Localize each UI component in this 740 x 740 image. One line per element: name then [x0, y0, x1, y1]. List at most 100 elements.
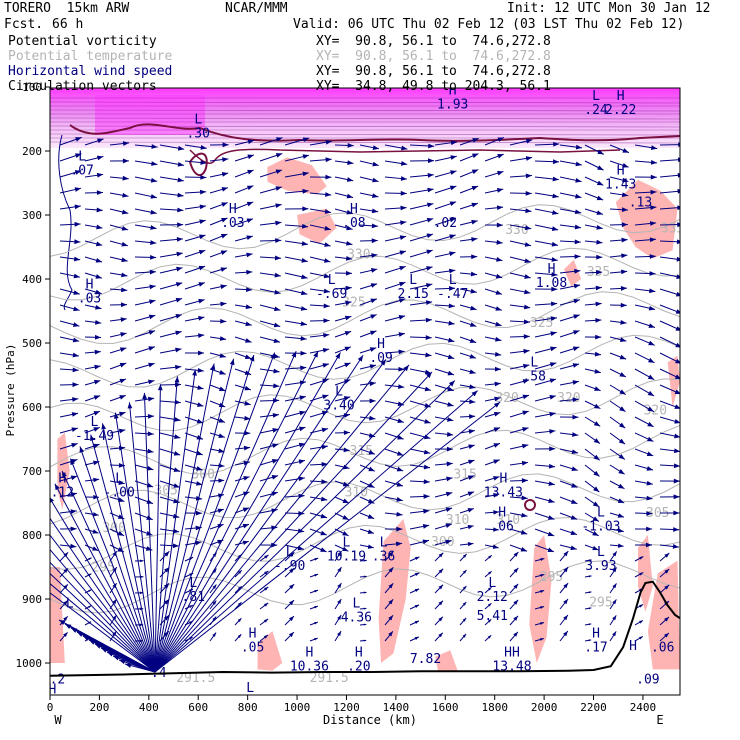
extremum-letter: H: [305, 646, 313, 661]
wind-vector: [284, 272, 308, 280]
wind-vector: [634, 572, 644, 578]
wind-vector: [154, 384, 163, 673]
wind-vector: [534, 224, 559, 231]
wind-vector: [559, 496, 578, 505]
wind-vector: [584, 144, 604, 155]
wind-vector: [359, 415, 376, 421]
wind-vector: [484, 351, 502, 357]
wind-vector: [584, 317, 602, 323]
wind-vector: [509, 460, 529, 466]
wind-vector: [359, 464, 375, 472]
wind-vector: [634, 620, 644, 626]
wind-vector: [584, 544, 599, 551]
wind-vector: [634, 400, 655, 413]
wind-vector: [234, 336, 252, 343]
wind-vector: [509, 478, 528, 483]
wind-vector: [634, 352, 655, 364]
wind-vector: [559, 528, 578, 536]
wind-vector: [634, 432, 654, 442]
y-tick-label: 500: [22, 337, 42, 350]
extremum-value: .36: [372, 550, 395, 565]
wind-vector: [559, 283, 581, 290]
wind-vector: [559, 544, 577, 551]
x-tick-label: 1200: [333, 701, 360, 714]
wind-vector: [84, 155, 104, 162]
wind-vector: [634, 495, 653, 501]
wind-vector: [609, 400, 626, 413]
wind-vector: [384, 598, 394, 610]
wind-vector: [84, 512, 99, 517]
wind-vector: [209, 142, 229, 148]
extremum-letter: H: [49, 683, 57, 698]
wind-vector: [134, 379, 155, 386]
wind-vector: [109, 347, 127, 354]
wind-vector: [559, 224, 582, 230]
wind-vector: [484, 304, 502, 311]
wind-vector: [609, 464, 625, 475]
extremum-label: L-.00: [104, 472, 135, 501]
wind-vector: [659, 478, 680, 484]
shaded-region: [615, 179, 678, 259]
wind-vector: [284, 320, 307, 326]
theta-label: 300: [191, 468, 214, 483]
wind-vector: [284, 583, 295, 594]
wind-vector: [334, 544, 349, 552]
extremum-value: 10.36: [290, 660, 329, 675]
wind-vector: [184, 219, 206, 226]
organization: NCAR/MMM: [225, 1, 288, 16]
wind-vector: [559, 566, 569, 578]
extremum-value: 2.22: [605, 103, 636, 118]
wind-vector: [109, 411, 126, 418]
y-tick-label: 700: [22, 465, 42, 478]
wind-vector: [434, 552, 444, 562]
x-tick-label: 1800: [481, 701, 508, 714]
theta-label: 310: [345, 486, 368, 501]
theta-label: 305: [646, 506, 669, 521]
wind-vector: [409, 400, 432, 408]
wind-vector: [609, 432, 626, 445]
wind-vector: [84, 557, 92, 562]
wind-vector: [184, 333, 205, 339]
wind-vector: [134, 160, 158, 166]
wind-vector: [284, 288, 308, 296]
wind-vector: [84, 319, 102, 325]
wind-vector: [309, 637, 318, 642]
wind-vector: [113, 412, 156, 673]
wind-vector: [484, 336, 502, 342]
wind-vector: [284, 240, 309, 246]
wind-vector: [234, 304, 253, 310]
wind-vector: [534, 496, 555, 504]
wind-vector: [134, 269, 156, 275]
wind-vector: [484, 602, 492, 610]
wind-vector: [184, 249, 206, 258]
wind-vector: [584, 639, 592, 642]
field-xy-pv: XY= 90.8, 56.1 to 74.6,272.8: [316, 34, 551, 49]
extremum-label: 7.82: [410, 652, 441, 667]
pv-stripe: [50, 141, 680, 144]
wind-vector: [109, 141, 130, 146]
wind-vector: [459, 569, 467, 578]
wind-vector: [409, 202, 434, 210]
wind-vector: [384, 464, 404, 472]
extremum-label: H.03: [221, 202, 244, 231]
wind-vector: [509, 348, 530, 354]
wind-vector: [259, 169, 283, 178]
wind-vector: [84, 364, 101, 370]
wind-vector: [584, 368, 601, 374]
wind-vector: [134, 254, 157, 260]
wind-vector: [409, 384, 432, 392]
wind-vector: [359, 330, 377, 338]
wind-vector: [534, 574, 545, 578]
wind-vector: [209, 432, 225, 438]
wind-vector: [259, 186, 283, 194]
wind-vector: [50, 561, 156, 673]
wind-vector: [634, 174, 657, 180]
wind-vector: [534, 590, 545, 594]
forecast-hour: 66 h: [52, 17, 84, 32]
wind-vector: [234, 507, 250, 514]
wind-vector: [309, 224, 331, 231]
theta-contour: [50, 425, 680, 475]
pv-stripe: [50, 125, 680, 128]
y-tick-label: 800: [22, 529, 42, 542]
wind-vector: [234, 287, 253, 292]
